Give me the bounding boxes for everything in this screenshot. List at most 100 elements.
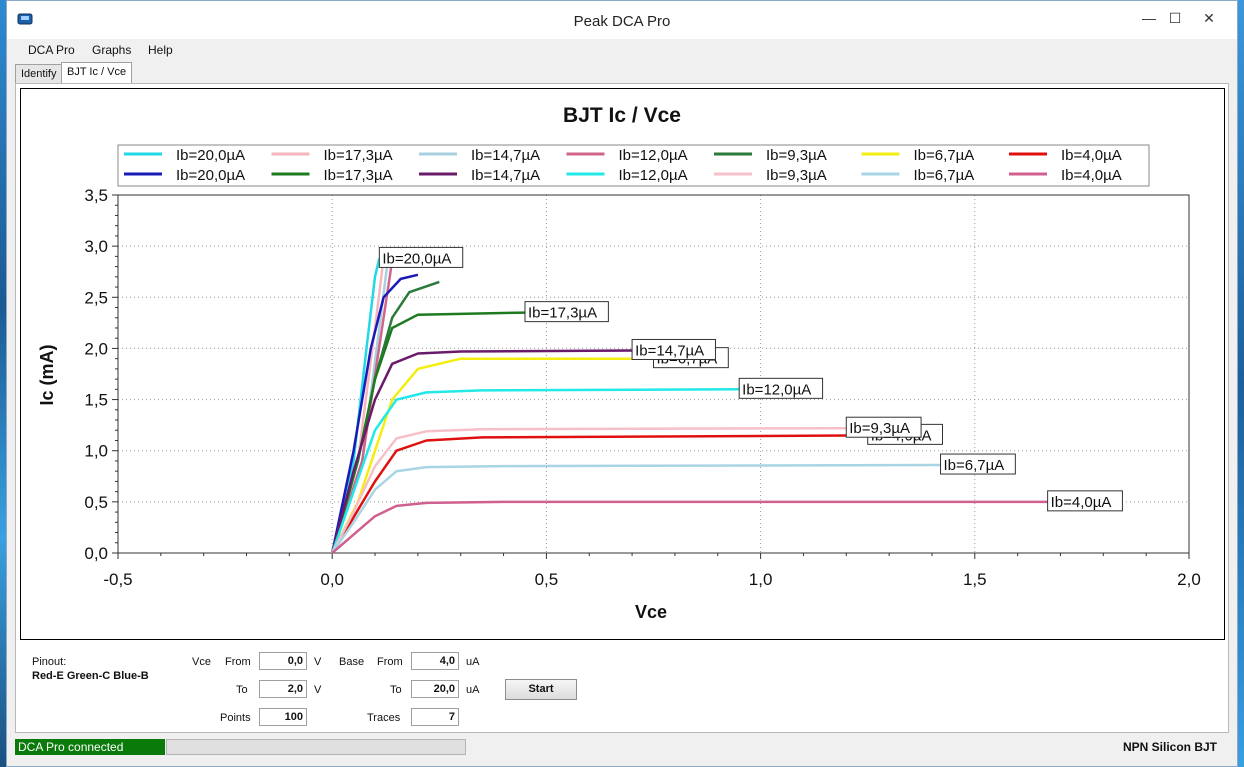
- legend-item: Ib=4,0µA: [1061, 167, 1122, 184]
- base-label: Base: [339, 656, 365, 668]
- status-bar: DCA Pro connected NPN Silicon BJT: [15, 738, 1229, 760]
- menu-dca-pro[interactable]: DCA Pro: [28, 43, 75, 57]
- x-tick-label: 0,0: [320, 570, 344, 589]
- y-tick-label: 0,5: [84, 493, 108, 512]
- series-line: [331, 388, 740, 554]
- chart-legend: Ib=20,0µA Ib=17,3µA Ib=14,7µA Ib=12,0µA Ib=9…: [124, 147, 1122, 184]
- legend-item: Ib=6,7µA: [914, 147, 975, 164]
- legend-item: Ib=14,7µA: [471, 167, 540, 184]
- x-tick-label: 1,0: [749, 570, 773, 589]
- y-axis-label: Ic (mA): [37, 344, 57, 405]
- legend-item: Ib=6,7µA: [914, 167, 975, 184]
- vce-to-label: To: [236, 684, 248, 696]
- y-tick-label: 2,0: [84, 339, 108, 358]
- legend-item: Ib=12,0µA: [619, 167, 688, 184]
- series-line: [330, 349, 633, 554]
- vce-label: Vce: [192, 656, 211, 668]
- desktop-background-left: [0, 0, 8, 767]
- end-label-box: [378, 246, 464, 268]
- vce-from-input[interactable]: [259, 652, 307, 670]
- end-label: Ib=6,7µA: [944, 457, 1005, 474]
- vce-from-label: From: [225, 656, 251, 668]
- vce-to-input[interactable]: [259, 680, 307, 698]
- x-axis-label: Vce: [635, 602, 667, 622]
- end-label: Ib=20,0µA: [382, 250, 451, 267]
- legend-item: Ib=20,0µA: [176, 167, 245, 184]
- legend-item: Ib=9,3µA: [766, 147, 827, 164]
- title-bar[interactable]: Peak DCA Pro — ☐ ✕: [7, 1, 1237, 39]
- menu-graphs[interactable]: Graphs: [92, 43, 132, 57]
- desktop-background-right: [1236, 0, 1244, 767]
- y-tick-label: 1,0: [84, 442, 108, 461]
- traces-label: Traces: [367, 712, 401, 724]
- end-label: Ib=17,3µA: [528, 305, 597, 322]
- x-tick-label: 2,0: [1177, 570, 1201, 589]
- end-label-box: [940, 453, 1016, 475]
- close-button[interactable]: ✕: [1203, 10, 1215, 26]
- base-from-label: From: [377, 656, 403, 668]
- app-window: Peak DCA Pro — ☐ ✕ DCA Pro Graphs Help I…: [6, 0, 1238, 767]
- chart-grid: [117, 194, 1190, 554]
- x-tick-label: -0,5: [103, 570, 132, 589]
- menu-bar: DCA Pro Graphs Help: [7, 39, 1237, 61]
- chart-axes: -0,5 0,0 0,5 1,0 1,5 2,0 0,0 0,5 1,0 1,5 2,0 2,5 3,0…: [84, 186, 1200, 589]
- base-to-unit: uA: [466, 684, 480, 696]
- connection-status: DCA Pro connected: [15, 739, 165, 755]
- legend-item: Ib=14,7µA: [471, 147, 540, 164]
- base-from-unit: uA: [466, 656, 480, 668]
- pinout-label: Pinout:: [32, 656, 67, 668]
- maximize-button[interactable]: ☐: [1168, 10, 1182, 26]
- series-line: [330, 273, 419, 554]
- chart-title: BJT Ic / Vce: [563, 104, 681, 127]
- end-label: Ib=12,0µA: [742, 381, 811, 398]
- end-label-box: [1047, 490, 1123, 512]
- vce-from-unit: V: [314, 656, 322, 668]
- legend-item: Ib=9,3µA: [766, 167, 827, 184]
- legend-item: Ib=20,0µA: [176, 147, 245, 164]
- points-input[interactable]: [259, 708, 307, 726]
- end-label-box: [845, 416, 922, 438]
- end-label-box: [738, 377, 824, 399]
- x-tick-label: 0,5: [535, 570, 559, 589]
- traces-input[interactable]: [411, 708, 459, 726]
- base-to-input[interactable]: [411, 680, 459, 698]
- base-from-input[interactable]: [411, 652, 459, 670]
- legend-box: [117, 144, 1150, 187]
- points-label: Points: [220, 712, 251, 724]
- end-label: Ib=9,3µA: [849, 420, 910, 437]
- y-tick-label: 0,0: [84, 544, 108, 563]
- tab-identify[interactable]: Identify: [15, 64, 63, 83]
- device-type: NPN Silicon BJT: [1122, 740, 1217, 754]
- legend-item: Ib=12,0µA: [619, 147, 688, 164]
- y-tick-label: 3,5: [84, 186, 108, 205]
- legend-item: Ib=4,0µA: [1061, 147, 1122, 164]
- plot-area: [117, 194, 1190, 554]
- chart-frame: BJT Ic / Vce Ib=20,0µA Ib=17,3µA Ib=14,7µA…: [20, 88, 1225, 640]
- pinout-value: Red-E Green-C Blue-B: [32, 670, 149, 682]
- base-to-label: To: [390, 684, 402, 696]
- series-line: [331, 500, 1048, 554]
- x-tick-label: 1,5: [963, 570, 987, 589]
- end-label-box: [524, 301, 609, 323]
- y-tick-label: 3,0: [84, 237, 108, 256]
- minimize-button[interactable]: —: [1142, 10, 1156, 26]
- app-icon: [17, 13, 33, 25]
- ic-vce-chart: BJT Ic / Vce Ib=20,0µA Ib=17,3µA Ib=14,7µA…: [37, 104, 1201, 622]
- series-line: [331, 426, 847, 554]
- end-label: Ib=4,0µA: [1051, 494, 1112, 511]
- series-line: [330, 311, 526, 554]
- legend-item: Ib=17,3µA: [324, 167, 393, 184]
- y-tick-label: 2,5: [84, 288, 108, 307]
- chart-series: [330, 258, 1048, 554]
- end-label-box: [631, 338, 716, 360]
- window-title: Peak DCA Pro: [573, 13, 671, 30]
- chart-end-labels: Ib=20,0µA Ib=6,7µA Ib=4,0µA Ib=17,3µA Ib=14,…: [378, 246, 1123, 512]
- tab-bjt-ic-vce[interactable]: BJT Ic / Vce: [61, 62, 133, 83]
- vce-to-unit: V: [314, 684, 322, 696]
- menu-help[interactable]: Help: [148, 43, 173, 57]
- series-line: [331, 463, 941, 554]
- start-button[interactable]: Start: [505, 679, 577, 700]
- legend-item: Ib=17,3µA: [324, 147, 393, 164]
- progress-bar: [166, 739, 466, 755]
- end-label: Ib=14,7µA: [635, 342, 704, 359]
